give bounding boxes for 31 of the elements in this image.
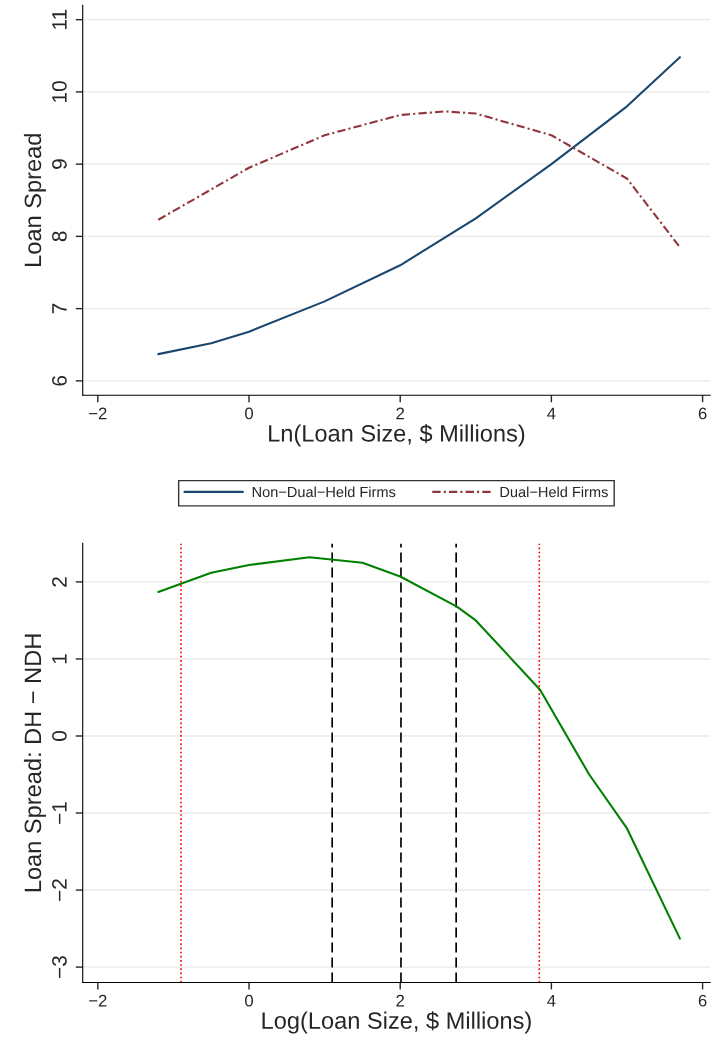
y-tick-label: 11 bbox=[52, 9, 67, 29]
y-tick-label: −3 bbox=[52, 956, 67, 978]
x-tick-label: 4 bbox=[547, 407, 556, 420]
x-tick-label: 6 bbox=[698, 407, 707, 420]
legend-label: Dual−Held Firms bbox=[500, 486, 608, 498]
y-tick-label: 8 bbox=[52, 231, 67, 242]
x-tick-label: 6 bbox=[698, 994, 707, 1007]
y-tick-label: 10 bbox=[52, 81, 67, 102]
y-axis-title: Loan Spread: DH − NDH bbox=[23, 634, 46, 892]
line-series bbox=[157, 56, 681, 356]
y-tick-label: 7 bbox=[52, 303, 67, 314]
y-tick-label: 2 bbox=[52, 577, 67, 587]
line-series bbox=[157, 110, 681, 249]
x-tick-label: 2 bbox=[396, 407, 405, 420]
x-axis-title: Ln(Loan Size, $ Millions) bbox=[269, 424, 525, 447]
x-axis-title: Log(Loan Size, $ Millions) bbox=[262, 1011, 531, 1034]
y-tick-label: 6 bbox=[52, 375, 67, 386]
x-tick-label: 0 bbox=[245, 407, 253, 420]
x-tick-label: 4 bbox=[547, 994, 556, 1007]
y-tick-label: −1 bbox=[52, 802, 67, 824]
y-axis-title: Loan Spread bbox=[23, 134, 46, 266]
y-tick-label: −2 bbox=[52, 879, 67, 901]
y-tick-label: 9 bbox=[52, 159, 67, 169]
x-tick-label: −2 bbox=[89, 994, 107, 1007]
legend-label: Non−Dual−Held Firms bbox=[252, 486, 396, 498]
y-tick-label: 1 bbox=[52, 654, 67, 664]
x-tick-label: 0 bbox=[245, 994, 253, 1007]
x-tick-label: −2 bbox=[89, 407, 107, 420]
line-series bbox=[157, 556, 681, 940]
x-tick-label: 2 bbox=[396, 994, 405, 1007]
y-tick-label: 0 bbox=[52, 731, 67, 741]
